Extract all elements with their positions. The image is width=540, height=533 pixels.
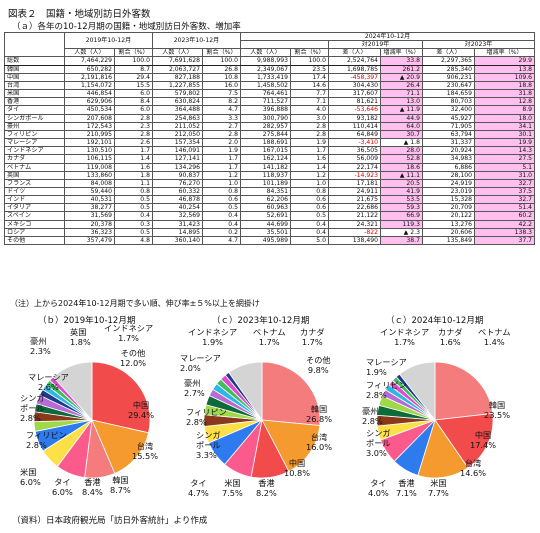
pie-slice-その他 <box>52 361 93 422</box>
table-row: 中国 2,191,816 29.4 827,188 10.8 1,733,419 17.4-… <box>4 72 536 82</box>
header-vs-2023: 対2023年 <box>421 40 536 50</box>
pie-title-2024: （ｃ）2024年10-12月期 <box>386 316 484 326</box>
table-row: カナダ 106,115 1.4 127,141 1.7 162,124 1.6 56,009 5… <box>4 154 536 164</box>
pie-slice-台湾 <box>417 419 469 479</box>
pie-label: フィリピン 2.8% <box>26 430 67 450</box>
pie-label: 中国 29.4% <box>128 400 155 420</box>
pie-label: 豪州 2.3% <box>30 336 51 356</box>
pie-label: 中国 10.8% <box>284 458 311 478</box>
pie-slice-その他 <box>398 361 436 422</box>
pie-label: フィリピン 2.8% <box>366 380 407 400</box>
pie-label: シンガ ポール 2.8% <box>20 393 45 423</box>
pie-label: マレーシア 2.0% <box>180 353 221 373</box>
table-row: フィリピン 210,995 2.8 212,050 2.8 275,844 2.8 64,84… <box>4 129 536 140</box>
pie-label: インドネシア 1.9% <box>188 327 238 347</box>
table-row: 英国 133,860 1.8 90,837 1.2 118,937 1.2 -14,923 ▲ … <box>4 170 536 180</box>
table-row: 総数 7,464,229 100.0 7,691,628 100.0 9,988,993 1… <box>4 56 536 66</box>
pie-label: ベトナム 1.7% <box>253 327 286 347</box>
table-row: その他 357,479 4.8 360,140 4.7 495,989 5.0 138,490… <box>4 235 536 246</box>
table-note: （注）上から2024年10-12月期で多い順、伸び率±５%以上を網掛け <box>10 299 260 308</box>
pie-label: 豪州 2.7% <box>184 378 205 398</box>
pie-label: 韓国 8.7% <box>110 475 131 495</box>
visitor-table: 2019年10-12月 2023年10-12月 2024年10-12月 対201… <box>4 31 536 246</box>
pie-slice-中国 <box>434 413 494 469</box>
pie-label: 韓国 23.5% <box>484 400 511 420</box>
pie-label: 台湾 14.6% <box>460 458 487 478</box>
pie-label: その他 9.8% <box>306 355 331 375</box>
table-row: 台湾 1,154,072 15.5 1,227,855 16.0 1,458,502 14.… <box>4 80 536 91</box>
pie-label: ベトナム 1.4% <box>478 327 511 347</box>
pie-label: 韓国 26.8% <box>306 404 333 424</box>
pie-label: マレーシア 2.6% <box>28 372 69 392</box>
pie-label: タイ 6.0% <box>52 477 73 497</box>
pie-slice-韓国 <box>261 361 321 426</box>
pie-label: タイ 4.0% <box>368 478 389 498</box>
pie-label: 台湾 16.0% <box>306 432 333 452</box>
pie-label: マレーシア 1.9% <box>366 357 407 377</box>
pie-title-2019: （ｂ）2019年10-12月期 <box>38 316 136 326</box>
figure-title: 図表２ 国籍・地域別訪日外客数 <box>8 9 151 20</box>
pie-label: 米国 6.0% <box>20 467 41 487</box>
table-row: スペイン 31,569 0.4 32,569 0.4 52,691 0.5 21,122 66.… <box>4 211 536 221</box>
pie-title-2023: （ｃ）2023年10-12月期 <box>212 316 310 326</box>
pie-label: 香港 8.4% <box>82 477 103 497</box>
col-header: 増減率（%） <box>473 48 536 58</box>
pie-label: 中国 17.4% <box>470 430 497 450</box>
pie-label: カナダ 1.6% <box>438 327 463 347</box>
pie-slice-台湾 <box>261 419 321 472</box>
pie-label: 台湾 15.5% <box>132 441 159 461</box>
pie-label: カナダ 1.7% <box>300 327 325 347</box>
pie-label: 香港 8.2% <box>256 478 277 498</box>
table-row: イタリア 38,277 0.5 40,254 0.5 60,963 0.6 22,686 59.… <box>4 203 536 213</box>
cell-r23: 37.7 <box>473 235 536 246</box>
table-row: タイ 450,534 6.0 364,488 4.7 396,888 4.0 -53,646 ▲… <box>4 105 536 115</box>
source-note: （資料）日本政府観光局「訪日外客統計」より作成 <box>12 516 208 526</box>
pie-slice-韓国 <box>434 361 494 421</box>
pie-label: 香港 7.1% <box>396 478 417 498</box>
pie-slice-その他 <box>228 361 263 422</box>
pie-label: 米国 7.7% <box>428 478 449 498</box>
pie-label: 英国 1.8% <box>70 327 91 347</box>
pie-label: シンガ ポール 3.3% <box>196 430 221 460</box>
table-row: シンガポール 207,608 2.8 254,863 3.3 300,790 3.0 93,1… <box>4 113 536 123</box>
pie-label: インドネシア 1.7% <box>380 327 430 347</box>
header-2024: 2024年10-12月 <box>239 31 536 42</box>
table-row: インドネシア 130,510 1.7 146,091 1.9 167,015 1.7 36,5… <box>4 146 536 156</box>
corner-cell <box>4 31 65 58</box>
pie-slice-中国 <box>91 361 151 434</box>
pie-label: インドネシア 1.7% <box>104 323 154 343</box>
pie-slice-台湾 <box>91 419 150 474</box>
pie-label: タイ 4.7% <box>188 478 209 498</box>
pie-label: フィリピン 2.8% <box>186 407 227 427</box>
pie-label: 豪州 2.8% <box>362 406 383 426</box>
table-title: （ａ）各年の10-12月期の国籍・地域別訪日外客数、増加率 <box>12 22 241 32</box>
table-row: 米国 446,854 6.0 579,802 7.5 764,461 7.7 317,607 7… <box>4 89 536 99</box>
pie-label: その他 12.0% <box>120 348 147 368</box>
pie-label: 米国 7.5% <box>222 478 243 498</box>
pie-label: シンガ ポール 3.0% <box>366 428 391 458</box>
